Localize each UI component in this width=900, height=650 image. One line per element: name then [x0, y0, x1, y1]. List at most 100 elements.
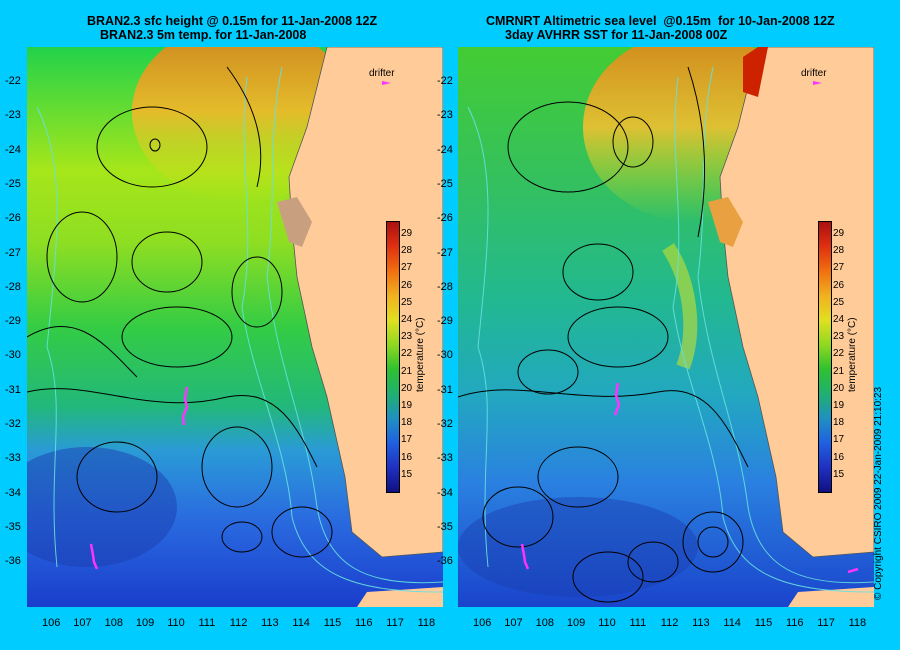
drifter-tracks: [89, 386, 189, 570]
longitude-tick: 113: [692, 617, 710, 629]
colorbar-tick-label: 28: [833, 245, 845, 257]
colorbar-tick-label: 25: [833, 296, 845, 308]
longitude-tick: 108: [535, 617, 554, 629]
cold-water-patch-right: [458, 497, 698, 597]
latitude-tick: -33: [5, 452, 21, 465]
colorbar-tick-label: 21: [833, 365, 845, 377]
colorbar-tick-label: 20: [833, 382, 845, 394]
longitude-tick: 116: [786, 617, 804, 629]
drifter-legend-arrow: [382, 81, 391, 85]
latitude-tick: -36: [437, 555, 453, 568]
colorbar-left: [386, 221, 400, 493]
colorbar-tick-label: 26: [401, 279, 413, 291]
longitude-tick: 107: [73, 617, 92, 629]
colorbar-tick-label: 27: [401, 262, 413, 274]
colorbar-title-right: temperature (°C): [847, 317, 858, 392]
longitude-tick: 112: [229, 617, 248, 629]
latitude-tick: -30: [437, 349, 453, 362]
latitude-tick: -34: [5, 486, 21, 499]
longitude-tick: 115: [323, 617, 342, 629]
right-map-svg: [458, 47, 874, 607]
longitude-tick: 110: [167, 617, 185, 629]
longitude-tick: 106: [42, 617, 61, 629]
latitude-tick: -32: [5, 418, 21, 430]
colorbar-tick-label: 29: [401, 228, 413, 239]
latitude-tick: -28: [437, 280, 453, 293]
colorbar-tick-label: 23: [833, 331, 845, 343]
drifter-legend-right: drifter: [801, 68, 827, 79]
latitude-tick: -29: [437, 315, 453, 328]
colorbar-tick-label: 15: [833, 468, 845, 480]
longitude-tick: 113: [261, 617, 279, 629]
colorbar-tick-label: 19: [401, 400, 413, 411]
longitude-tick: 117: [386, 617, 404, 629]
colorbar-tick-label: 23: [401, 331, 413, 343]
latitude-tick: -27: [437, 246, 453, 259]
longitude-tick: 106: [473, 617, 492, 629]
colorbar-tick-label: 18: [833, 417, 845, 429]
colorbar-tick-label: 22: [401, 348, 413, 360]
colorbar-tick-label: 20: [401, 382, 413, 394]
colorbar-right: [818, 221, 832, 493]
longitude-tick: 111: [629, 617, 647, 629]
left-panel-subtitle: BRAN2.3 5m temp. for 11-Jan-2008: [100, 28, 307, 42]
drifter-tracks-right: [520, 382, 859, 574]
longitude-tick: 118: [417, 617, 436, 629]
latitude-tick: -26: [437, 212, 453, 225]
latitude-tick: -36: [5, 555, 21, 568]
shark-bay: [277, 197, 312, 247]
colorbar-tick-label: 15: [401, 468, 413, 480]
drifter-legend-arrow-right: [813, 81, 822, 85]
latitude-tick: -35: [437, 520, 453, 533]
longitude-tick: 110: [598, 617, 616, 629]
australia-landmass-right: [719, 47, 874, 558]
sea-height-contours: [27, 66, 333, 558]
right-panel-subtitle: 3day AVHRR SST for 11-Jan-2008 00Z: [505, 28, 728, 42]
bathymetry-contours-right: [467, 66, 874, 593]
latitude-tick: -30: [5, 349, 21, 362]
longitude-tick: 111: [198, 617, 216, 629]
longitude-tick: 114: [723, 617, 741, 629]
copyright-notice: © Copyright CSIRO 2009 22-Jan-2009 21:10…: [873, 386, 884, 600]
latitude-tick: -23: [437, 109, 453, 122]
left-map: [27, 47, 443, 607]
longitude-tick: 109: [135, 617, 155, 629]
colorbar-tick-label: 28: [401, 245, 413, 257]
colorbar-tick-label: 24: [401, 314, 413, 325]
latitude-tick: -24: [437, 143, 453, 156]
longitude-tick: 114: [292, 617, 310, 629]
cold-water-patch: [27, 447, 177, 567]
longitude-tick: 115: [754, 617, 773, 629]
colorbar-tick-label: 16: [833, 451, 845, 463]
colorbar-tick-label: 26: [833, 279, 845, 291]
colorbar-tick-label: 24: [833, 314, 845, 325]
latitude-tick: -31: [437, 383, 453, 396]
latitude-tick: -31: [5, 383, 21, 396]
colorbar-tick-label: 29: [833, 228, 845, 239]
left-panel-title: BRAN2.3 sfc height @ 0.15m for 11-Jan-20…: [87, 14, 378, 28]
colorbar-tick-label: 22: [833, 348, 845, 360]
longitude-tick: 112: [660, 617, 679, 629]
latitude-tick: -29: [5, 315, 21, 328]
colorbar-title-left: temperature (°C): [415, 317, 426, 392]
colorbar-tick-label: 19: [833, 400, 845, 411]
drifter-legend-left: drifter: [369, 68, 395, 79]
latitude-tick: -26: [5, 212, 21, 225]
latitude-tick: -28: [5, 280, 21, 293]
colorbar-labels-left: 29 28 27 26 25 24 23 22 21 20 19 18 17 16 15: [401, 228, 421, 498]
latitude-tick: -22: [437, 75, 453, 87]
right-panel-title: CMRNRT Altimetric sea level @0.15m for 1…: [486, 14, 835, 28]
longitude-tick: 108: [104, 617, 123, 629]
latitude-tick: -24: [5, 143, 21, 156]
colorbar-labels-right: 29 28 27 26 25 24 23 22 21 20 19 18 17 16 15: [833, 228, 853, 498]
latitude-tick: -27: [5, 246, 21, 259]
right-map: [458, 47, 874, 607]
left-map-svg: [27, 47, 443, 607]
hot-land-patch: [743, 47, 768, 97]
latitude-tick: -35: [5, 520, 21, 533]
altimetric-contours: [458, 66, 749, 603]
longitude-tick: 117: [817, 617, 835, 629]
colorbar-tick-label: 16: [401, 451, 413, 463]
latitude-tick: -32: [437, 418, 453, 430]
latitude-tick: -25: [437, 177, 453, 190]
